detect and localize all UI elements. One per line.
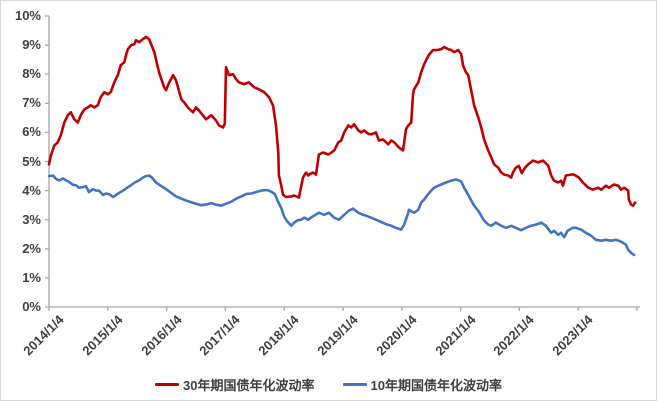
legend-item-10y: 10年期国债年化波动率 [342,375,502,394]
y-axis-tick-label: 7% [22,95,41,111]
y-axis-tick-label: 0% [22,299,41,314]
legend-line-swatch-10y [342,383,367,386]
y-axis-tick-label: 8% [22,66,41,82]
y-axis-tick-label: 5% [22,153,41,169]
legend: 30年期国债年化波动率 10年期国债年化波动率 [1,375,656,394]
y-axis-tick-label: 9% [22,37,41,53]
legend-line-swatch-30y [155,383,180,386]
legend-item-30y: 30年期国债年化波动率 [155,375,315,394]
series-line-30y [47,35,637,207]
y-axis-tick-label: 2% [22,240,41,256]
series-line-10y [47,174,636,257]
y-axis-tick-label: 6% [22,124,41,140]
legend-label-30y: 30年期国债年化波动率 [183,378,315,393]
y-axis-tick-label: 1% [22,269,41,285]
y-axis-tick-label: 4% [22,182,41,198]
y-axis-tick-label: 3% [22,211,41,227]
y-axis-tick-label: 10% [14,8,41,23]
legend-label-10y: 10年期国债年化波动率 [370,378,502,393]
